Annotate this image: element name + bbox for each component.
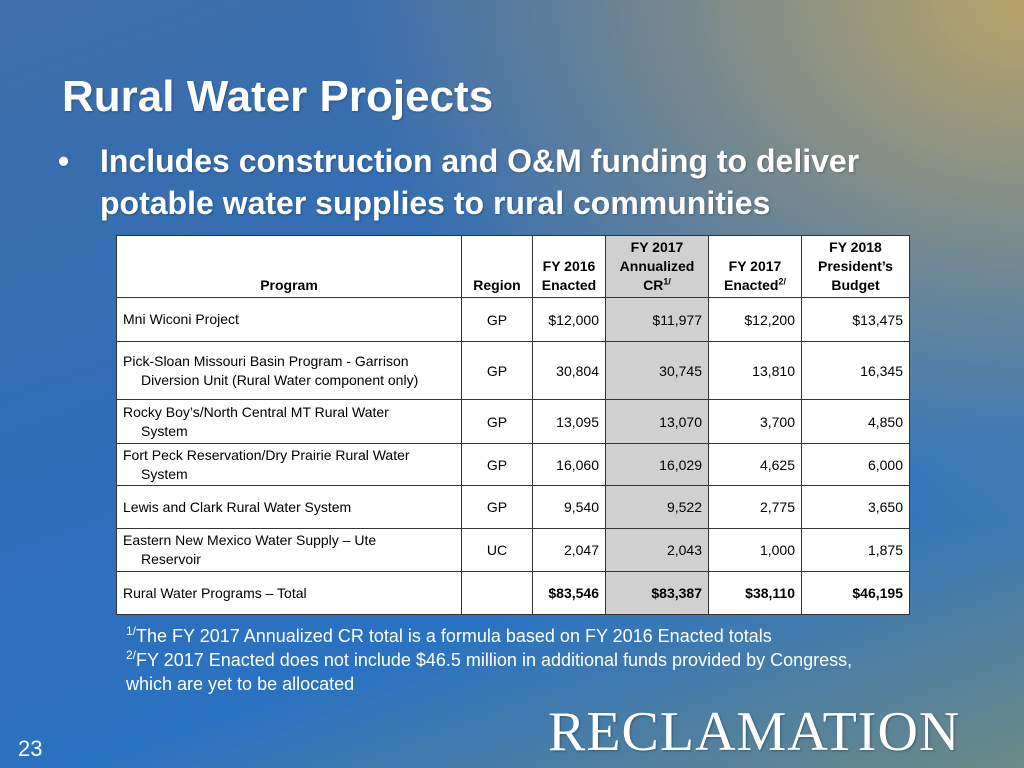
- fy2018-cell: 4,850: [801, 399, 910, 444]
- region-cell: GP: [461, 485, 533, 529]
- fy2018-cell: 1,875: [801, 528, 910, 572]
- header-program: Program: [116, 235, 462, 298]
- fy2017-cell: 4,625: [708, 443, 802, 486]
- program-name: Pick-Sloan Missouri Basin Program - Garr…: [116, 341, 462, 400]
- bullet-text: Includes construction and O&M funding to…: [100, 143, 860, 221]
- region-cell: [461, 571, 533, 615]
- header-fy2016-enacted: FY 2016 Enacted: [532, 235, 606, 298]
- fy2016-cell: 9,540: [532, 485, 606, 529]
- region-cell: UC: [461, 528, 533, 572]
- page-number: 23: [18, 736, 43, 761]
- total-row: Rural Water Programs – Total $83,546 $83…: [116, 571, 910, 615]
- table-row: Lewis and Clark Rural Water System GP 9,…: [116, 485, 910, 529]
- region-cell: GP: [461, 341, 533, 400]
- program-name: Eastern New Mexico Water Supply – Ute Re…: [116, 528, 462, 572]
- footnote-2: 2/FY 2017 Enacted does not include $46.5…: [126, 648, 853, 694]
- reclamation-logo: RECLAMATION: [548, 701, 961, 763]
- region-cell: GP: [461, 443, 533, 486]
- fy2017-cr-total: $83,387: [605, 571, 709, 615]
- table-row: Fort Peck Reservation/Dry Prairie Rural …: [116, 443, 910, 486]
- fy2016-cell: 16,060: [532, 443, 606, 486]
- region-cell: GP: [461, 297, 533, 342]
- header-fy2018-budget: FY 2018 President’s Budget: [801, 235, 910, 298]
- fy2018-cell: 16,345: [801, 341, 910, 400]
- fy2017-cell: $12,200: [708, 297, 802, 342]
- fy2016-total: $83,546: [532, 571, 606, 615]
- table-row: Pick-Sloan Missouri Basin Program - Garr…: [116, 341, 910, 400]
- header-region: Region: [461, 235, 533, 298]
- program-name: Lewis and Clark Rural Water System: [116, 485, 462, 529]
- fy2018-cell: 6,000: [801, 443, 910, 486]
- program-name: Fort Peck Reservation/Dry Prairie Rural …: [116, 443, 462, 486]
- table-header-row: Program Region FY 2016 Enacted FY 2017 A…: [116, 235, 910, 298]
- fy2017-cr-cell: 9,522: [605, 485, 709, 529]
- slide-title: Rural Water Projects: [62, 72, 494, 121]
- fy2017-cr-cell: $11,977: [605, 297, 709, 342]
- fy2018-total: $46,195: [801, 571, 910, 615]
- total-label: Rural Water Programs – Total: [116, 571, 462, 615]
- fy2017-cr-cell: 30,745: [605, 341, 709, 400]
- program-name: Rocky Boy’s/North Central MT Rural Water…: [116, 399, 462, 444]
- fy2017-total: $38,110: [708, 571, 802, 615]
- footnotes: 1/The FY 2017 Annualized CR total is a f…: [126, 624, 886, 696]
- fy2016-cell: 30,804: [532, 341, 606, 400]
- region-cell: GP: [461, 399, 533, 444]
- fy2017-cell: 2,775: [708, 485, 802, 529]
- fy2016-cell: $12,000: [532, 297, 606, 342]
- bullet-dot-icon: •: [58, 143, 70, 179]
- bullet-point: • Includes construction and O&M funding …: [58, 140, 958, 224]
- table-row: Rocky Boy’s/North Central MT Rural Water…: [116, 399, 910, 444]
- fy2017-cell: 13,810: [708, 341, 802, 400]
- fy2017-cr-cell: 2,043: [605, 528, 709, 572]
- fy2017-cell: 1,000: [708, 528, 802, 572]
- fy2016-cell: 13,095: [532, 399, 606, 444]
- fy2017-cr-cell: 16,029: [605, 443, 709, 486]
- table-row: Mni Wiconi Project GP $12,000 $11,977 $1…: [116, 297, 910, 342]
- fy2017-cr-cell: 13,070: [605, 399, 709, 444]
- header-fy2017-annualized-cr: FY 2017 Annualized CR1/: [605, 235, 709, 298]
- footnote-1: 1/The FY 2017 Annualized CR total is a f…: [126, 624, 772, 646]
- fy2016-cell: 2,047: [532, 528, 606, 572]
- fy2017-cell: 3,700: [708, 399, 802, 444]
- program-name: Mni Wiconi Project: [116, 297, 462, 342]
- fy2018-cell: $13,475: [801, 297, 910, 342]
- table-row: Eastern New Mexico Water Supply – Ute Re…: [116, 528, 910, 572]
- header-fy2017-enacted: FY 2017 Enacted2/: [708, 235, 802, 298]
- funding-table: Program Region FY 2016 Enacted FY 2017 A…: [116, 235, 910, 615]
- fy2018-cell: 3,650: [801, 485, 910, 529]
